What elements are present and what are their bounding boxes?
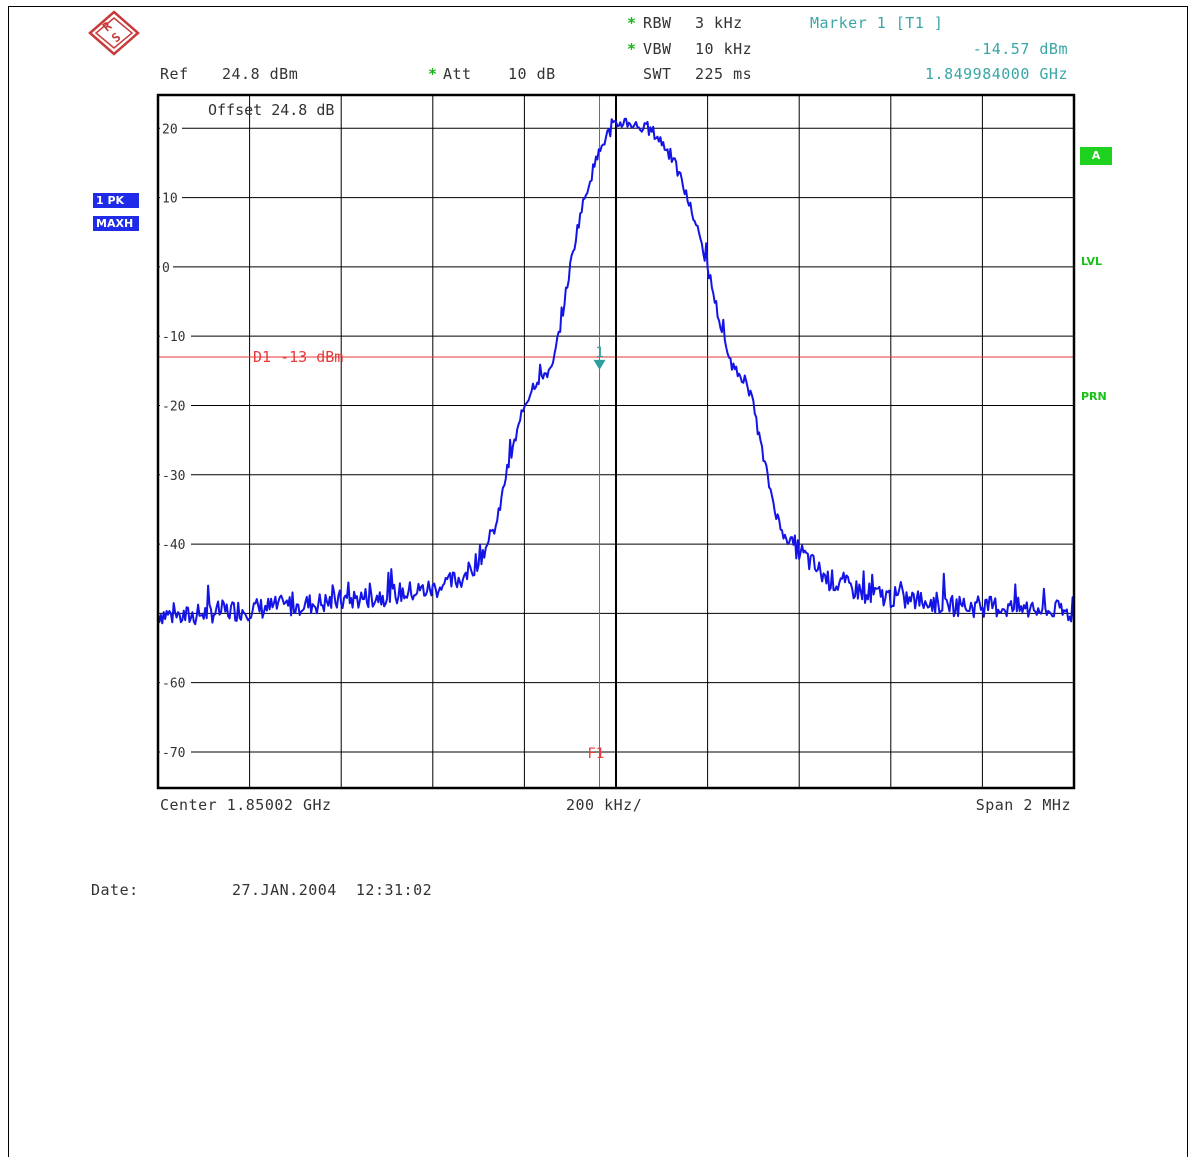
- y-tick-label-background: [160, 743, 191, 759]
- ref-value: 24.8 dBm: [222, 65, 299, 83]
- center-frequency-label: Center 1.85002 GHz: [160, 796, 332, 814]
- y-tick-label: 10: [162, 192, 178, 207]
- vbw-label: VBW: [643, 40, 672, 58]
- marker-1-symbol: [593, 359, 606, 370]
- display-line-label: D1 -13 dBm: [253, 348, 343, 366]
- y-tick-label-background: [160, 466, 191, 482]
- span-label: Span 2 MHz: [975, 796, 1071, 814]
- rbw-star: *: [627, 14, 637, 32]
- y-tick-label-background: [160, 397, 191, 413]
- trace-1-line: [157, 117, 1075, 626]
- y-tick-label-background: [160, 674, 191, 690]
- date-value: 27.JAN.2004 12:31:02: [232, 881, 433, 899]
- att-star: *: [428, 65, 438, 83]
- y-tick-label: 0: [162, 261, 170, 276]
- y-tick-label: -10: [162, 330, 185, 345]
- y-tick-label: 20: [162, 122, 178, 137]
- y-tick-label-background: [160, 189, 182, 205]
- swt-value: 225 ms: [695, 65, 753, 83]
- y-tick-label-background: [160, 120, 182, 136]
- y-tick-labels: 20 10 0 -10 -20 -30 -40 -60 -70: [160, 120, 191, 761]
- y-tick-label: -60: [162, 677, 185, 692]
- att-label: Att: [443, 65, 472, 83]
- lvl-badge: LVL: [1081, 255, 1103, 268]
- y-tick-label-background: [160, 536, 191, 552]
- date-label: Date:: [91, 881, 139, 899]
- marker-frequency: 1.849984000 GHz: [925, 65, 1068, 83]
- y-tick-label: -40: [162, 538, 185, 553]
- y-tick-label-background: [160, 258, 173, 274]
- f1-label: F1: [588, 746, 605, 762]
- ref-label: Ref: [160, 65, 189, 83]
- offset-label: Offset 24.8 dB: [208, 101, 334, 119]
- y-tick-label: -30: [162, 469, 185, 484]
- rbw-label: RBW: [643, 14, 672, 32]
- division-label: 200 kHz/: [566, 796, 643, 814]
- trace-mode-badge: 1 PK: [93, 193, 139, 208]
- plot-border: [156, 93, 1076, 790]
- page-frame: [8, 6, 1188, 1157]
- rbw-value: 3 kHz: [695, 14, 743, 32]
- trace-a-badge: A: [1080, 147, 1112, 165]
- marker-title: Marker 1 [T1 ]: [810, 14, 944, 32]
- detector-badge: MAXH: [93, 216, 139, 231]
- swt-label: SWT: [643, 65, 672, 83]
- rohde-schwarz-logo-icon: R S: [88, 10, 140, 56]
- y-tick-label: -20: [162, 399, 185, 414]
- y-tick-label: -70: [162, 746, 185, 761]
- att-value: 10 dB: [508, 65, 556, 83]
- marker-1-number: 1: [596, 345, 604, 361]
- y-tick-label-background: [160, 328, 191, 344]
- vbw-star: *: [627, 40, 637, 58]
- marker-level: -14.57 dBm: [972, 40, 1068, 58]
- vbw-value: 10 kHz: [695, 40, 753, 58]
- prn-badge: PRN: [1081, 390, 1107, 403]
